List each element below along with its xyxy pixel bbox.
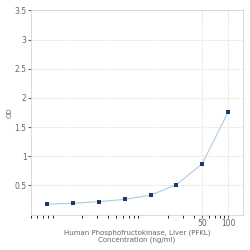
Point: [71, 201, 75, 205]
X-axis label: Human Phosphofructokinase, Liver (PFKL)
Concentration (ng/ml): Human Phosphofructokinase, Liver (PFKL) …: [64, 229, 210, 243]
Point: [97, 200, 101, 204]
Point: [200, 162, 204, 166]
Point: [226, 110, 230, 114]
Point: [148, 193, 152, 197]
Point: [123, 197, 127, 201]
Y-axis label: OD: OD: [7, 107, 13, 118]
Point: [45, 202, 49, 206]
Point: [174, 183, 178, 187]
